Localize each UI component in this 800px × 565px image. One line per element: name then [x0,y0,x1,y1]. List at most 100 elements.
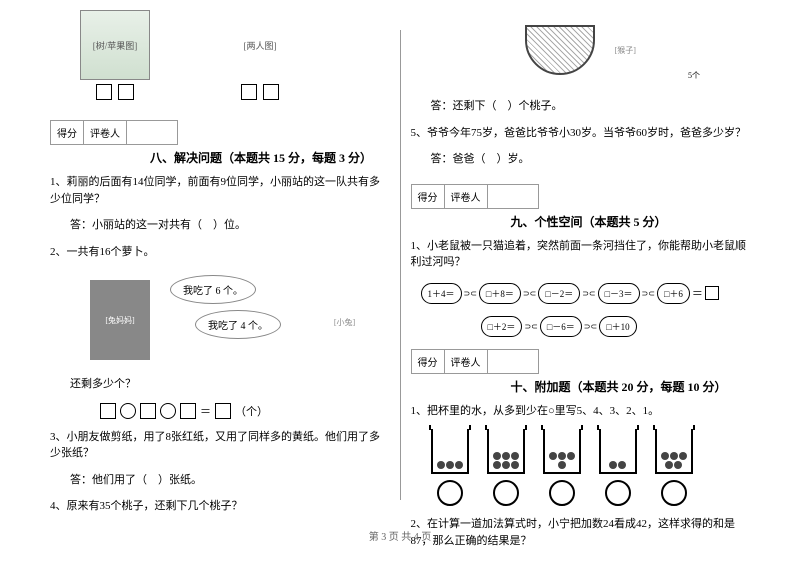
section-10-title: 十、附加题（本题共 20 分，每题 10 分） [411,378,751,395]
question-10-2: 2、在计算一道加法算式时，小宁把加数24看成42，这样求得的和是87，那么正确的… [411,516,751,549]
chain-link-icon: ⊃⊂ [584,322,597,331]
rabbit-kid-image: [小兔] [320,285,370,360]
eq-operand-box[interactable] [100,403,116,419]
question-8-5: 5、爷爷今年75岁，爸爸比爷爷小30岁。当爷爷60岁时，爸爸多少岁？ [411,125,751,142]
score-table: 得分 评卷人 [50,120,178,145]
grader-label: 评卷人 [84,121,127,144]
beaker-group [599,429,637,506]
chain-row-2: □＋2＝ ⊃⊂ □－6＝ ⊃⊂ □＋10 [411,316,751,337]
peach-basket [525,25,595,75]
top-image-row: [树/苹果图] [两人图] [50,10,390,100]
eq-operator-circle[interactable] [160,403,176,419]
answer-box[interactable] [263,84,279,100]
water-ball [502,452,510,460]
chain-result-box[interactable] [705,286,719,300]
answer-circle[interactable] [661,480,687,506]
monkey-illustration: [猴子] 5个 [411,10,751,90]
water-ball [567,452,575,460]
eq-result-box[interactable] [215,403,231,419]
beaker-group [543,429,581,506]
chain-node[interactable]: □＋6 [657,283,690,304]
section-8-title: 八、解决问题（本题共 15 分，每题 3 分） [50,149,390,166]
eq-operator-circle[interactable] [120,403,136,419]
beaker [543,429,581,474]
page-container: [树/苹果图] [两人图] 得分 评卷人 八、解决问题（本题共 15 [0,0,800,520]
chain-node[interactable]: □＋8＝ [479,283,521,304]
question-8-4-answer: 答：还剩下（ ）个桃子。 [411,98,751,115]
section-9-header: 得分 评卷人 九、个性空间（本题共 5 分） [411,184,751,230]
people-picture: [两人图] [210,10,310,80]
answer-circle[interactable] [493,480,519,506]
answer-box[interactable] [96,84,112,100]
speech-bubble-2: 我吃了 4 个。 [195,310,281,339]
chain-link-icon: ⊃⊂ [642,289,655,298]
people-image-group: [两人图] [210,10,310,100]
question-8-3-answer: 答：他们用了（ ）张纸。 [50,472,390,489]
tree-image-group: [树/苹果图] [80,10,150,100]
water-ball [455,461,463,469]
water-ball [674,461,682,469]
water-ball [511,452,519,460]
section-9-title: 九、个性空间（本题共 5 分） [411,213,751,230]
question-8-4: 4、原来有35个桃子，还剩下几个桃子？ [50,498,390,515]
chain-node: 1＋4＝ [421,283,462,304]
beaker [487,429,525,474]
chain-link-icon: ⊃⊂ [523,289,536,298]
chain-node[interactable]: □＋10 [599,316,636,337]
answer-circle[interactable] [605,480,631,506]
score-blank[interactable] [488,185,538,208]
beaker-group [487,429,525,506]
chain-node[interactable]: □－6＝ [540,316,582,337]
beaker-group [655,429,693,506]
water-ball [670,452,678,460]
peach-count-label: 5个 [688,70,700,81]
water-ball [493,461,501,469]
answer-box[interactable] [241,84,257,100]
chain-row-1: 1＋4＝ ⊃⊂ □＋8＝ ⊃⊂ □－2＝ ⊃⊂ □－3＝ ⊃⊂ □＋6 ＝ [411,283,751,304]
section-8-header: 得分 评卷人 八、解决问题（本题共 15 分，每题 3 分） [50,120,390,166]
chain-node[interactable]: □＋2＝ [481,316,523,337]
question-8-3: 3、小朋友做剪纸，用了8张红纸，又用了同样多的黄纸。他们用了多少张纸？ [50,429,390,462]
rabbit-mom-image: [兔妈妈] [90,280,150,360]
eq-unit: （个） [235,403,268,419]
remain-question: 还剩多少个？ [50,376,390,393]
question-8-1: 1、莉丽的后面有14位同学，前面有9位同学，小丽站的这一队共有多少位同学？ [50,174,390,207]
score-label: 得分 [412,185,445,208]
eq-operand-box[interactable] [140,403,156,419]
water-ball [511,461,519,469]
water-ball [437,461,445,469]
water-ball [558,452,566,460]
eq-operand-box[interactable] [180,403,196,419]
water-ball [618,461,626,469]
beaker-group [431,429,469,506]
tree-answer-boxes [96,84,134,100]
monkey-image: [猴子] [615,45,636,56]
score-label: 得分 [412,350,445,373]
score-label: 得分 [51,121,84,144]
people-answer-boxes [241,84,279,100]
question-9-1: 1、小老鼠被一只猫追着，突然前面一条河挡住了，你能帮助小老鼠顺利过河吗？ [411,238,751,271]
question-10-1: 1、把杯里的水，从多到少在○里写5、4、3、2、1。 [411,403,751,420]
right-column: [猴子] 5个 答：还剩下（ ）个桃子。 5、爷爷今年75岁，爸爸比爷爷小30岁… [401,10,761,520]
chain-node[interactable]: □－2＝ [538,283,580,304]
beaker [431,429,469,474]
chain-link-icon: ⊃⊂ [582,289,595,298]
section-10-header: 得分 评卷人 十、附加题（本题共 20 分，每题 10 分） [411,349,751,395]
chain-node[interactable]: □－3＝ [598,283,640,304]
water-ball [661,452,669,460]
chain-link-icon: ⊃⊂ [464,289,477,298]
score-table: 得分 评卷人 [411,349,539,374]
left-column: [树/苹果图] [两人图] 得分 评卷人 八、解决问题（本题共 15 [40,10,400,520]
water-ball [493,452,501,460]
answer-circle[interactable] [437,480,463,506]
equation-row: ＝ （个） [50,403,390,419]
question-8-2: 2、一共有16个萝卜。 [50,244,390,261]
answer-box[interactable] [118,84,134,100]
score-blank[interactable] [488,350,538,373]
water-ball [558,461,566,469]
equals-sign: ＝ [692,285,703,301]
beaker [599,429,637,474]
rabbit-illustration: [兔妈妈] 我吃了 6 个。 我吃了 4 个。 [小兔] [50,270,390,370]
answer-circle[interactable] [549,480,575,506]
score-blank[interactable] [127,121,177,144]
